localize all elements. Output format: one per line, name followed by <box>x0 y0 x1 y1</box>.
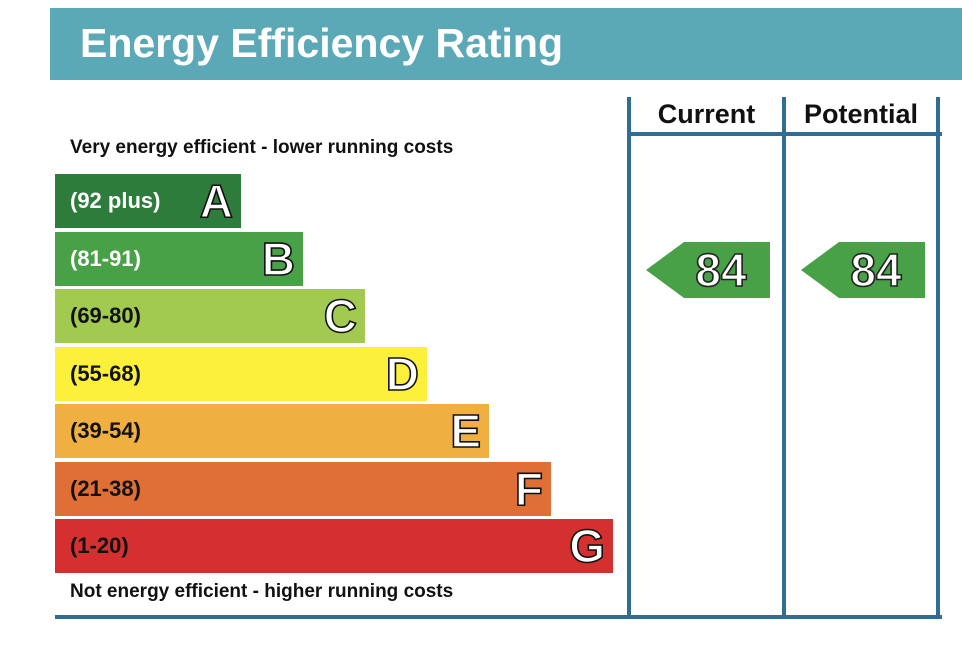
potential-pointer-shape <box>801 242 925 298</box>
band-c: (69-80) C <box>55 289 365 343</box>
band-g: (1-20) G <box>55 519 613 573</box>
band-letter: F <box>514 463 544 515</box>
band-f: (21-38) F <box>55 462 551 516</box>
current-column-left-border <box>627 97 631 618</box>
potential-column-header: Potential <box>803 99 918 129</box>
band-range-label: (21-38) <box>70 476 141 501</box>
band-range-label: (92 plus) <box>70 188 161 213</box>
current-rating-pointer: 84 <box>646 242 770 298</box>
band-letter: G <box>568 520 605 572</box>
band-letter: B <box>261 233 296 285</box>
band-d: (55-68) D <box>55 347 427 401</box>
band-e: (39-54) E <box>55 404 489 458</box>
band-range-label: (39-54) <box>70 418 141 443</box>
chart-bottom-rule <box>55 615 942 619</box>
band-letter: C <box>323 290 358 342</box>
efficient-caption: Very energy efficient - lower running co… <box>70 137 454 158</box>
band-letter: A <box>199 175 234 227</box>
band-a: (92 plus) A <box>55 174 241 228</box>
potential-column-right-border <box>936 97 940 618</box>
inefficient-caption: Not energy efficient - higher running co… <box>70 581 454 602</box>
column-divider <box>782 97 786 618</box>
current-column-header: Current <box>657 99 756 129</box>
band-range-label: (1-20) <box>70 533 129 558</box>
band-letter: E <box>450 405 482 457</box>
column-header-rule <box>627 132 942 136</box>
title-banner: Energy Efficiency Rating <box>50 8 962 80</box>
potential-rating-value: 84 <box>850 243 903 297</box>
band-range-label: (81-91) <box>70 246 141 271</box>
band-letter: D <box>385 348 420 400</box>
chart-title: Energy Efficiency Rating <box>80 20 564 66</box>
current-rating-value: 84 <box>695 243 748 297</box>
band-range-label: (55-68) <box>70 361 141 386</box>
current-pointer-shape <box>646 242 770 298</box>
potential-rating-pointer: 84 <box>801 242 925 298</box>
band-range-label: (69-80) <box>70 303 141 328</box>
band-b: (81-91) B <box>55 232 303 286</box>
